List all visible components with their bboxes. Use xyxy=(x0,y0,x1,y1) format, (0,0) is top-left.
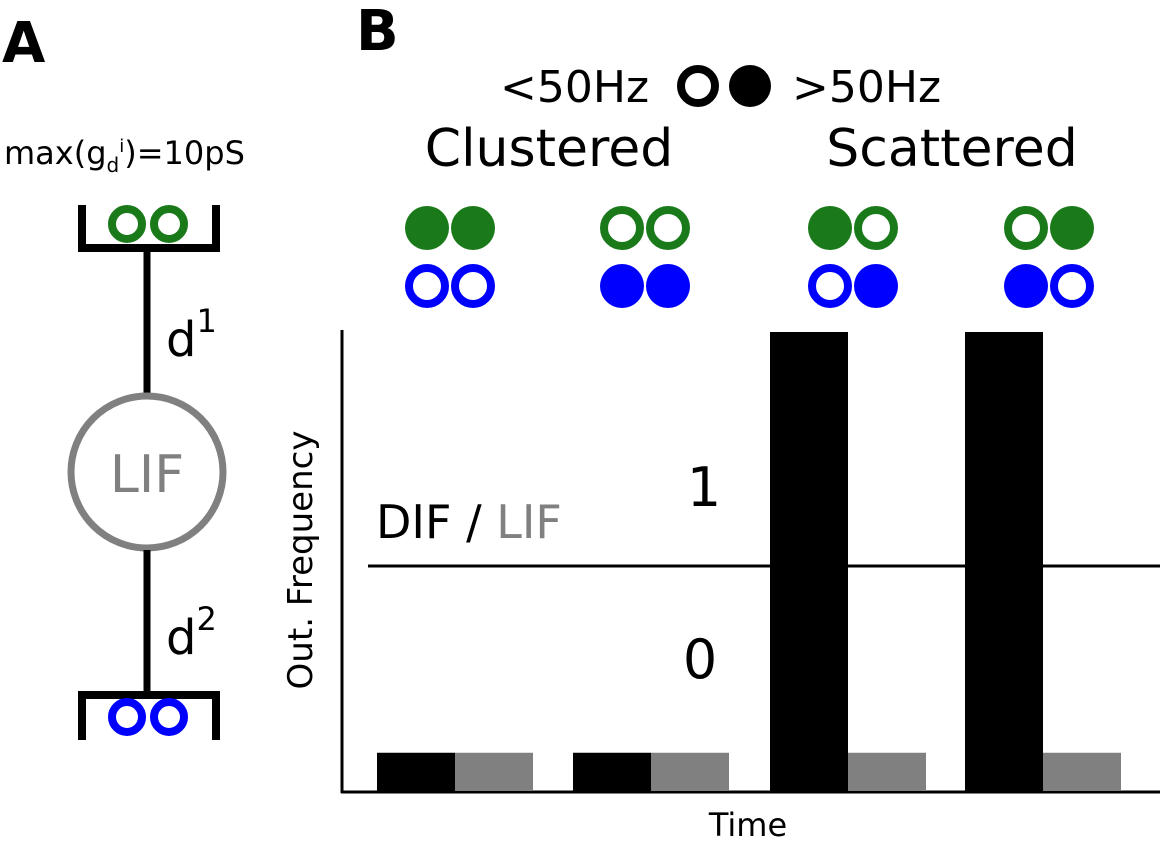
lower-synapse-right xyxy=(150,698,188,736)
bar-lif-3 xyxy=(848,752,926,791)
panel-a-label: A xyxy=(2,11,46,76)
ratio-label: DIF / LIF xyxy=(376,495,562,549)
input-pattern-1 xyxy=(405,206,495,308)
panel-b-label: B xyxy=(356,0,399,64)
x-axis-label: Time xyxy=(708,806,787,841)
lower-dendrite-bracket xyxy=(78,691,220,740)
bar-lif-4 xyxy=(1043,752,1121,791)
input-pattern-4 xyxy=(1004,206,1094,308)
group-clustered-label: Clustered xyxy=(425,119,673,179)
input-pattern-2 xyxy=(600,206,690,308)
upper-synapse-right xyxy=(150,205,188,243)
ratio-tick-zero: 0 xyxy=(683,628,717,691)
upper-dendrite-label: d1 xyxy=(166,302,217,368)
lower-synapse-left xyxy=(108,698,146,736)
legend-low-label: <50Hz xyxy=(500,62,649,113)
conductance-label: max(gdi)=10pS xyxy=(4,134,245,177)
bars-group xyxy=(377,332,1121,791)
lif-soma xyxy=(67,392,227,552)
ratio-tick-one: 1 xyxy=(687,456,721,519)
legend-filled-circle xyxy=(729,65,771,107)
bar-lif-1 xyxy=(455,752,533,791)
upper-dendrite-bracket xyxy=(78,205,220,252)
input-pattern-3 xyxy=(808,206,898,308)
y-axis-label: Out. Frequency xyxy=(281,431,321,690)
lower-dendrite-label: d2 xyxy=(166,600,217,666)
bar-lif-2 xyxy=(651,752,729,791)
group-scattered-label: Scattered xyxy=(826,119,1077,179)
legend-open-circle xyxy=(677,65,719,107)
bar-dif-4 xyxy=(965,332,1043,791)
bar-dif-2 xyxy=(573,752,651,791)
legend-high-label: >50Hz xyxy=(792,62,941,113)
lif-label: LIF xyxy=(110,445,184,505)
bar-dif-1 xyxy=(377,752,455,791)
bar-dif-3 xyxy=(770,332,848,791)
upper-synapse-left xyxy=(108,205,146,243)
